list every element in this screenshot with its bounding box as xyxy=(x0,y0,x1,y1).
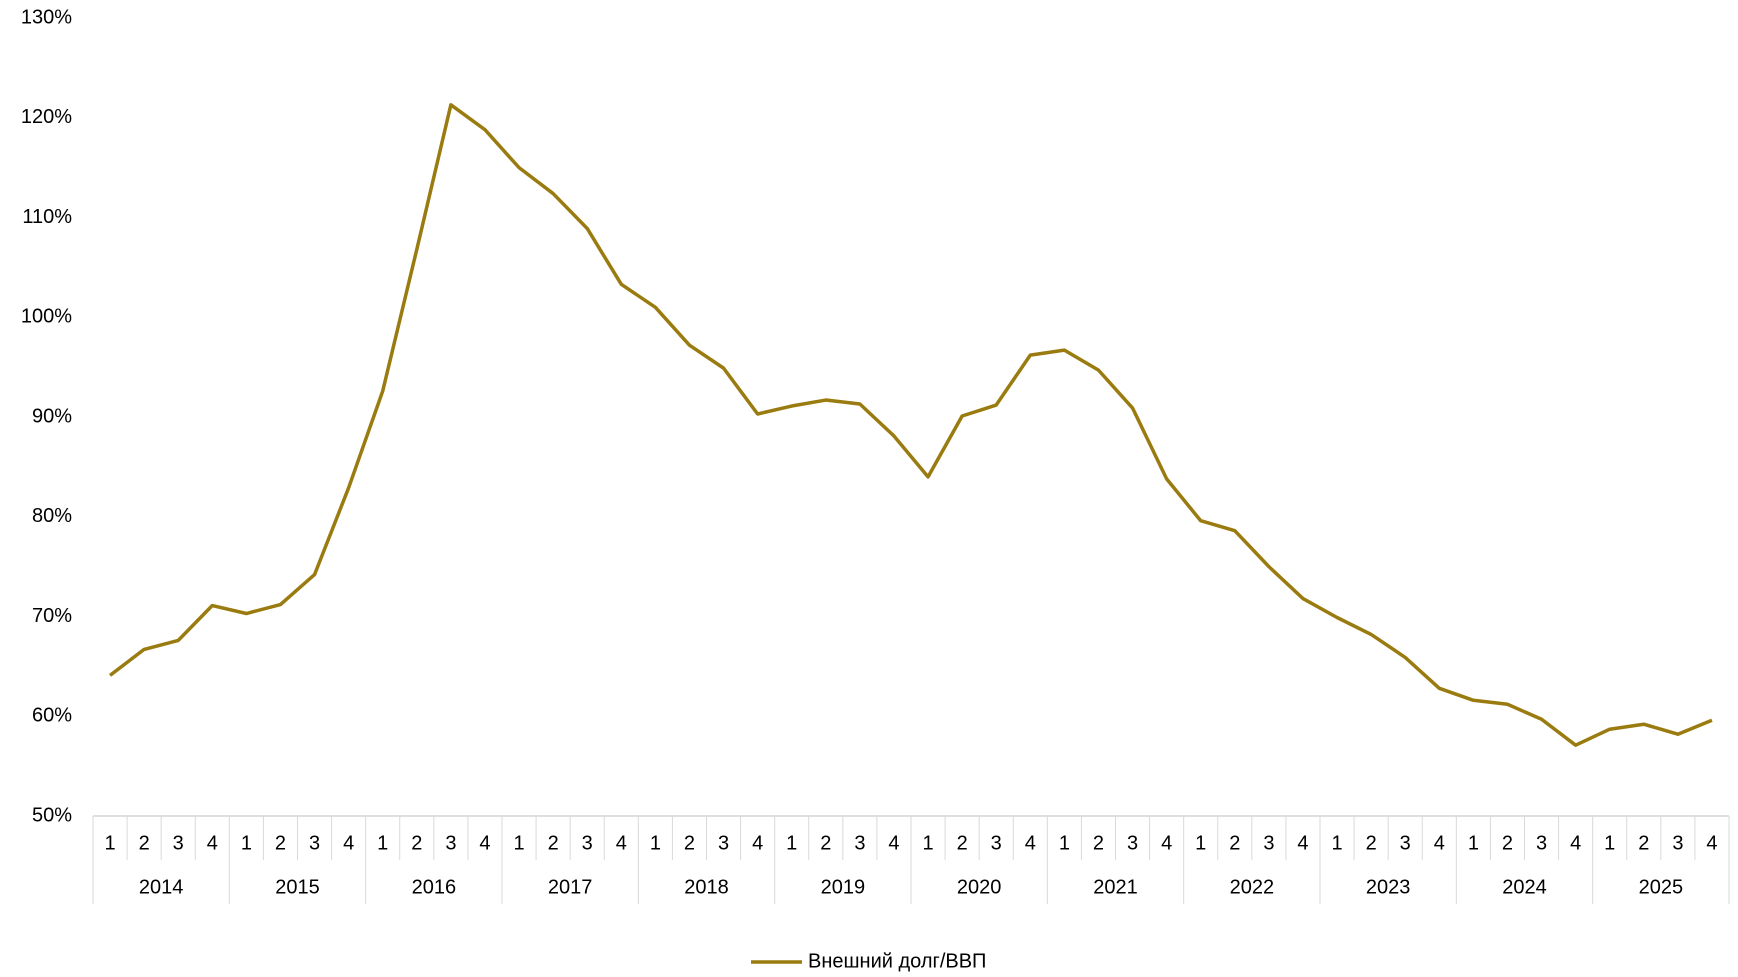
x-tick-label: 2 xyxy=(1093,832,1104,854)
year-label: 2018 xyxy=(684,876,729,898)
x-tick-label: 4 xyxy=(1706,832,1717,854)
x-tick-label: 4 xyxy=(343,832,354,854)
x-tick-label: 3 xyxy=(582,832,593,854)
x-tick-label: 2 xyxy=(275,832,286,854)
x-tick-label: 2 xyxy=(957,832,968,854)
x-tick-label: 3 xyxy=(1672,832,1683,854)
x-tick-label: 1 xyxy=(1059,832,1070,854)
x-tick-label: 4 xyxy=(616,832,627,854)
x-tick-label: 3 xyxy=(173,832,184,854)
x-tick-label: 1 xyxy=(650,832,661,854)
x-tick-label: 4 xyxy=(888,832,899,854)
data-line xyxy=(108,103,1713,747)
x-tick-label: 4 xyxy=(752,832,763,854)
x-tick-label: 4 xyxy=(1161,832,1172,854)
x-tick-label: 1 xyxy=(922,832,933,854)
x-tick-label: 4 xyxy=(1570,832,1581,854)
year-label: 2016 xyxy=(412,876,457,898)
x-tick-label: 2 xyxy=(1229,832,1240,854)
x-tick-label: 3 xyxy=(854,832,865,854)
x-tick-label: 1 xyxy=(377,832,388,854)
x-tick-label: 4 xyxy=(1434,832,1445,854)
x-tick-label: 2 xyxy=(139,832,150,854)
year-label: 2024 xyxy=(1502,876,1547,898)
y-tick-label: 80% xyxy=(32,505,72,527)
x-tick-label: 1 xyxy=(1195,832,1206,854)
x-tick-label: 3 xyxy=(1536,832,1547,854)
y-tick-label: 50% xyxy=(32,804,72,826)
y-tick-label: 70% xyxy=(32,605,72,627)
x-tick-label: 4 xyxy=(1297,832,1308,854)
y-tick-label: 90% xyxy=(32,405,72,427)
year-label: 2023 xyxy=(1366,876,1411,898)
year-label: 2021 xyxy=(1093,876,1138,898)
x-tick-label: 2 xyxy=(548,832,559,854)
x-tick-label: 3 xyxy=(1127,832,1138,854)
x-tick-label: 4 xyxy=(207,832,218,854)
x-tick-label: 1 xyxy=(1468,832,1479,854)
x-tick-label: 1 xyxy=(1331,832,1342,854)
x-tick-label: 3 xyxy=(445,832,456,854)
x-tick-label: 3 xyxy=(1400,832,1411,854)
x-tick-label: 1 xyxy=(1604,832,1615,854)
x-tick-label: 4 xyxy=(479,832,490,854)
x-tick-label: 3 xyxy=(309,832,320,854)
x-tick-label: 3 xyxy=(718,832,729,854)
x-tick-label: 2 xyxy=(1502,832,1513,854)
year-label: 2025 xyxy=(1639,876,1684,898)
year-label: 2022 xyxy=(1230,876,1275,898)
x-tick-label: 4 xyxy=(1025,832,1036,854)
year-label: 2014 xyxy=(139,876,184,898)
x-tick-label: 1 xyxy=(513,832,524,854)
year-label: 2019 xyxy=(821,876,866,898)
y-tick-label: 110% xyxy=(22,206,72,228)
x-tick-label: 2 xyxy=(820,832,831,854)
legend-label: Внешний долг/ВВП xyxy=(808,950,986,972)
year-label: 2017 xyxy=(548,876,593,898)
x-tick-label: 2 xyxy=(684,832,695,854)
y-tick-label: 60% xyxy=(32,705,72,727)
x-tick-label: 3 xyxy=(1263,832,1274,854)
x-tick-label: 1 xyxy=(104,832,115,854)
x-tick-label: 1 xyxy=(786,832,797,854)
y-tick-label: 120% xyxy=(21,106,72,128)
x-tick-label: 2 xyxy=(411,832,422,854)
y-tick-label: 100% xyxy=(21,306,72,328)
x-tick-label: 1 xyxy=(241,832,252,854)
year-label: 2020 xyxy=(957,876,1002,898)
x-tick-label: 3 xyxy=(991,832,1002,854)
y-tick-label: 130% xyxy=(21,6,72,28)
x-tick-label: 2 xyxy=(1638,832,1649,854)
year-label: 2015 xyxy=(275,876,320,898)
x-tick-label: 2 xyxy=(1366,832,1377,854)
